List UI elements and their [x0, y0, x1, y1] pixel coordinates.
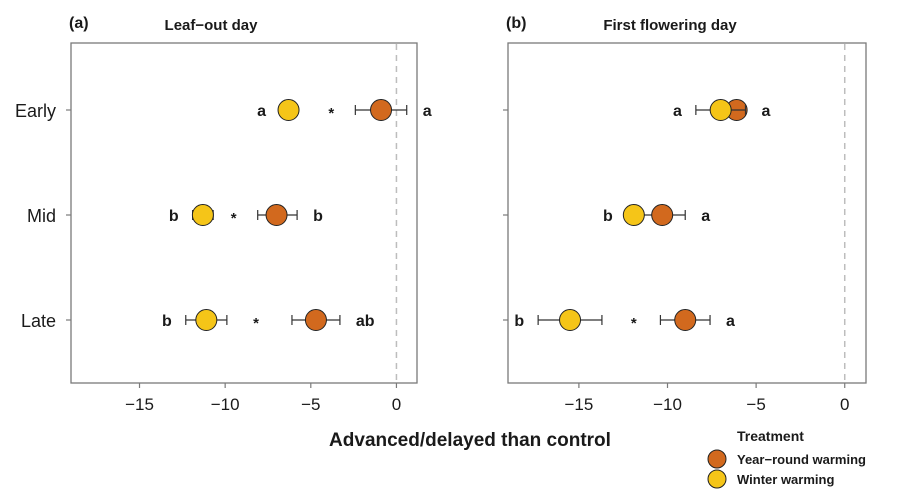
significance-mark: *	[328, 105, 334, 122]
data-point	[191, 204, 214, 226]
legend-marker-winter	[707, 469, 727, 489]
y-tick-label: Late	[21, 311, 56, 331]
x-tick-label: 0	[840, 395, 849, 414]
significance-mark: *	[231, 210, 237, 227]
letter-label: a	[423, 103, 432, 120]
letter-label: b	[162, 313, 172, 330]
letter-label: a	[673, 103, 682, 120]
data-point	[277, 99, 300, 121]
legend-label-year-round: Year−round warming	[737, 452, 866, 467]
x-tick-label: −5	[301, 395, 320, 414]
legend: Treatment Year−round warming Winter warm…	[707, 428, 866, 489]
letter-label: a	[726, 313, 735, 330]
panel-b: (b) First flowering day −15 −10 −5 0 * a a b a b a	[503, 15, 867, 414]
x-axis-label: Advanced/delayed than control	[329, 430, 611, 451]
data-point	[559, 309, 582, 331]
x-tick-label: −10	[211, 395, 240, 414]
x-tick-label: −15	[564, 395, 593, 414]
panel-label: (a)	[69, 15, 89, 32]
plot-frame	[70, 42, 418, 384]
y-tick-label: Mid	[27, 206, 56, 226]
legend-title: Treatment	[737, 428, 804, 444]
letter-label: ab	[356, 313, 375, 330]
data-point	[304, 309, 327, 331]
x-tick-label: −5	[746, 395, 765, 414]
data-point	[370, 99, 393, 121]
panels: (a) Leaf−out day −15 −10 −5 0 Early Mid Late * * * a…	[15, 15, 867, 414]
x-tick-label: −15	[125, 395, 154, 414]
data-point	[651, 204, 674, 226]
letter-label: b	[313, 208, 323, 225]
data-point	[265, 204, 288, 226]
panel-title: First flowering day	[603, 17, 737, 34]
x-tick-label: −10	[653, 395, 682, 414]
data-point	[709, 99, 732, 121]
letter-label: b	[514, 313, 524, 330]
y-tick-label: Early	[15, 101, 56, 121]
panel-label: (b)	[506, 15, 526, 32]
panel-a: (a) Leaf−out day −15 −10 −5 0 Early Mid Late * * * a…	[15, 15, 432, 414]
data-point	[622, 204, 645, 226]
data-point	[195, 309, 218, 331]
letter-label: b	[603, 208, 613, 225]
legend-marker-year-round	[707, 449, 727, 469]
letter-label: a	[761, 103, 770, 120]
letter-label: a	[257, 103, 266, 120]
panel-title: Leaf−out day	[165, 17, 259, 34]
significance-mark: *	[631, 315, 637, 332]
letter-label: b	[169, 208, 179, 225]
x-tick-label: 0	[392, 395, 401, 414]
legend-label-winter: Winter warming	[737, 472, 834, 487]
letter-label: a	[701, 208, 710, 225]
significance-mark: *	[253, 315, 259, 332]
data-point	[674, 309, 697, 331]
plot-frame	[507, 42, 867, 384]
